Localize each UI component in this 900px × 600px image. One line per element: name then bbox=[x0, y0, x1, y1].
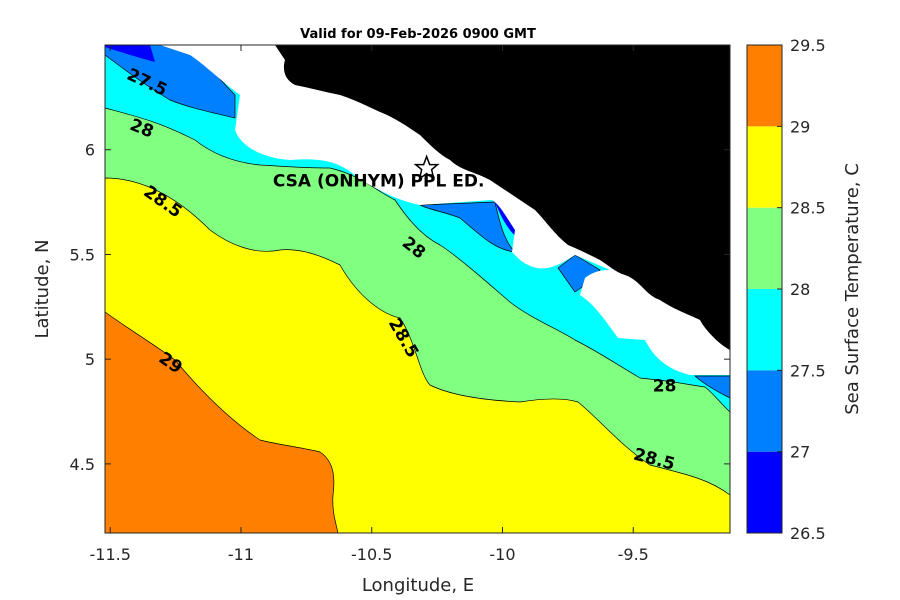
x-axis-label: Longitude, E bbox=[362, 575, 474, 596]
colorbar-segment bbox=[747, 289, 782, 371]
contour-label: 28 bbox=[653, 376, 677, 396]
plot-frame bbox=[104, 44, 731, 534]
colorbar-tick-label: 27 bbox=[790, 443, 810, 462]
sst-band-27-27.5 bbox=[419, 201, 516, 253]
x-axis: -11.5 -11 -10.5 -10 -9.5 bbox=[90, 45, 649, 564]
chart-title: Valid for 09-Feb-2026 0900 GMT bbox=[300, 27, 536, 42]
colorbar-segment bbox=[747, 45, 782, 127]
colorbar-tick-label: 27.5 bbox=[790, 361, 826, 380]
x-tick-label: -10.5 bbox=[351, 545, 392, 564]
colorbar-tick-label: 28.5 bbox=[790, 199, 826, 218]
y-tick-label: 5 bbox=[85, 350, 95, 369]
colorbar-segment bbox=[747, 207, 782, 289]
star-icon bbox=[413, 154, 440, 181]
sst-band-26.5-27 bbox=[495, 202, 518, 238]
x-tick-label: -9.5 bbox=[618, 545, 649, 564]
y-axis-label: Latitude, N bbox=[32, 240, 53, 339]
colorbar-segment bbox=[747, 126, 782, 208]
colorbar: 26.5 27 27.5 28 28.5 29 29.5 bbox=[746, 36, 826, 543]
x-tick-label: -11 bbox=[228, 545, 254, 564]
colorbar-tick-label: 29.5 bbox=[790, 36, 826, 55]
sst-band-26.5-27 bbox=[105, 45, 155, 62]
colorbar-segment bbox=[747, 370, 782, 452]
x-tick-label: -11.5 bbox=[90, 545, 131, 564]
colorbar-segment bbox=[747, 451, 782, 533]
y-axis: 4.5 5 5.5 6 bbox=[70, 141, 730, 474]
colorbar-label: Sea Surface Temperature, C bbox=[842, 163, 863, 415]
sst-band-29-29.5 bbox=[104, 311, 339, 534]
y-tick-label: 6 bbox=[85, 141, 95, 160]
colorbar-tick-label: 26.5 bbox=[790, 524, 826, 543]
land-mass bbox=[275, 45, 730, 350]
station-label: CSA (ONHYM) PPL ED. bbox=[273, 172, 485, 192]
station-marker: CSA (ONHYM) PPL ED. bbox=[273, 154, 485, 192]
y-tick-label: 4.5 bbox=[70, 455, 95, 474]
colorbar-tick-label: 29 bbox=[790, 117, 810, 136]
x-tick-label: -10 bbox=[489, 545, 515, 564]
colorbar-tick-label: 28 bbox=[790, 280, 810, 299]
y-tick-label: 5.5 bbox=[70, 245, 95, 264]
